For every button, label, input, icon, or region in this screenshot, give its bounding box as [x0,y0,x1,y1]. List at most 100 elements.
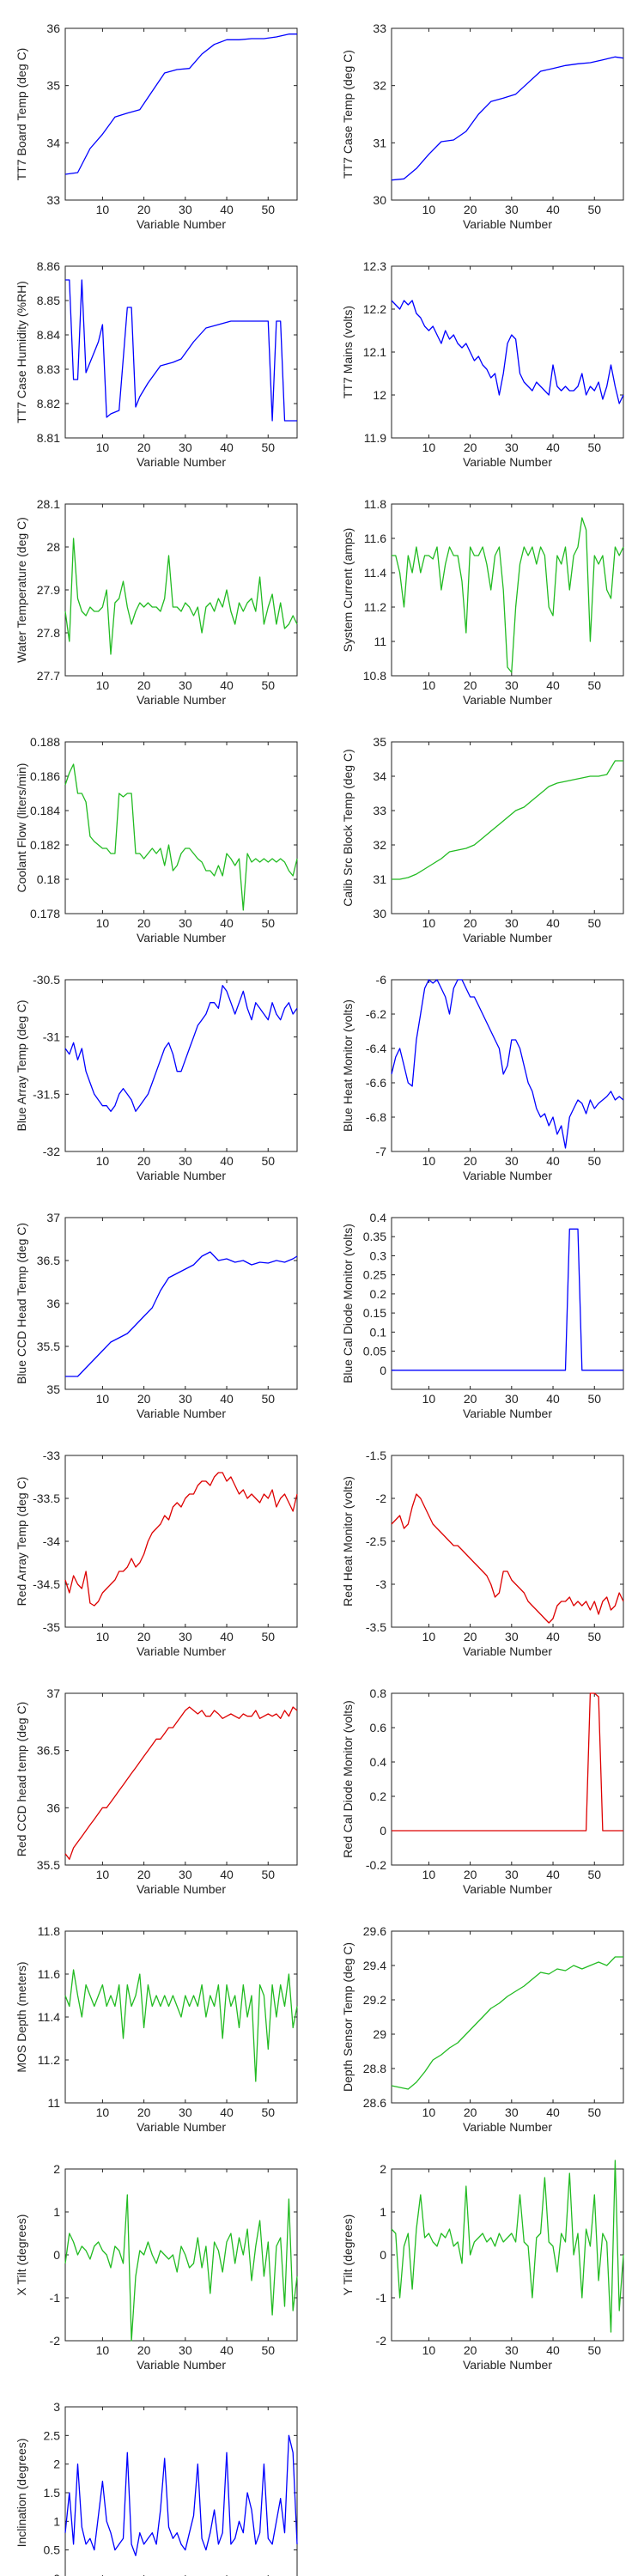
plot-frame [64,1692,298,1866]
y-tick-label: 10.8 [363,669,386,683]
x-axis-label: Variable Number [137,455,226,469]
y-tick-label: 0.178 [30,907,60,920]
y-tick-label: -2 [50,2334,61,2348]
y-tick-label: 33 [373,21,386,35]
subplot-13: 10 20 30 40 50 -35 -34.5 -34 -33.5 -33 Variable Nu… [15,1449,298,1658]
y-tick-label: -3.5 [366,1620,386,1634]
x-axis-label: Variable Number [137,1882,226,1896]
series-line [392,1228,623,1371]
x-tick-label: 10 [422,203,436,216]
y-tick-label: 30 [373,193,386,207]
x-axis-label: Variable Number [463,1882,552,1896]
subplot-6: 10 20 30 40 50 10.8 11 11.2 11.4 11.6 11.8 Variable… [341,497,624,707]
series-line [64,2194,298,2342]
series-line [391,1493,624,1624]
series-line [391,56,624,181]
y-tick-label: 0.05 [363,1345,386,1358]
plot-frame [391,503,624,677]
plot-frame [64,265,298,439]
x-tick-label: 50 [587,1392,601,1406]
x-tick-label: 50 [261,1868,275,1881]
y-tick-label: 29.4 [363,1959,386,1972]
y-tick-label: 8.81 [37,431,60,445]
y-axis-label: Coolant Flow (liters/min) [15,763,28,893]
y-tick-label: -34 [43,1534,60,1548]
x-tick-label: 20 [464,2343,477,2357]
x-tick-label: 50 [261,916,275,930]
x-tick-label: 40 [546,1392,560,1406]
x-tick-label: 10 [96,2105,110,2119]
y-tick-label: 37 [46,1211,60,1224]
x-tick-label: 40 [546,1868,560,1881]
x-tick-label: 50 [261,1630,275,1643]
x-tick-label: 50 [261,203,275,216]
y-tick-label: 1 [380,2205,386,2219]
x-tick-label: 50 [261,678,275,692]
y-tick-label: 35 [46,79,60,93]
y-tick-label: 0.15 [363,1306,386,1320]
x-tick-label: 50 [587,2105,601,2119]
subplot-8: 10 20 30 40 50 30 31 32 33 34 35 Variable Number Cal… [341,735,624,945]
y-tick-label: 2 [380,2162,386,2176]
y-tick-label: -33.5 [33,1492,60,1505]
y-tick-label: 8.84 [37,328,60,342]
y-tick-label: 0.2 [370,1287,387,1301]
y-tick-label: -6.6 [366,1076,386,1090]
series-line [391,1956,623,2090]
x-axis-label: Variable Number [137,1644,226,1658]
y-tick-label: 35.5 [37,1340,60,1353]
y-tick-label: 11.8 [38,1924,60,1938]
y-axis-label: Calib Src Block Temp (deg C) [341,749,355,906]
x-axis-label: Variable Number [463,1406,552,1420]
x-tick-label: 10 [422,1868,436,1881]
x-tick-label: 10 [422,1630,436,1643]
y-tick-label: 36 [46,21,60,35]
x-tick-label: 40 [220,1392,234,1406]
x-tick-label: 20 [137,678,151,692]
x-tick-label: 20 [137,1630,151,1643]
x-tick-label: 10 [96,678,110,692]
x-axis-label: Variable Number [463,455,552,469]
x-tick-label: 10 [96,916,110,930]
subplot-16: 10 20 30 40 50 -0.2 0 0.2 0.4 0.6 0.8 Variable Numb… [341,1686,624,1896]
y-tick-label: -33 [43,1449,60,1462]
y-axis-label: Red Heat Monitor (volts) [341,1476,355,1607]
x-tick-label: 20 [464,1630,477,1643]
y-tick-label: 33 [373,804,386,817]
y-tick-label: 28.8 [363,2062,386,2075]
y-tick-label: 0.25 [363,1268,386,1282]
x-tick-label: 40 [220,2105,234,2119]
x-axis-label: Variable Number [137,2120,226,2134]
y-tick-label: 12 [373,388,386,402]
x-tick-label: 20 [137,203,151,216]
x-tick-label: 40 [220,678,234,692]
y-tick-label: 11.4 [364,566,386,580]
y-axis-label: TT7 Mains (volts) [341,306,355,398]
y-tick-label: 1 [53,2514,60,2528]
plot-frame [391,2168,624,2342]
x-tick-label: 20 [137,2105,151,2119]
y-axis-label: Y Tilt (degrees) [341,2215,355,2296]
y-tick-label: 0.4 [370,1755,387,1769]
x-tick-label: 30 [179,1154,192,1168]
x-tick-label: 40 [546,916,560,930]
x-tick-label: 50 [587,440,601,454]
subplot-3: 10 20 30 40 50 8.81 8.82 8.83 8.84 8.85 8.86 Variab… [15,259,298,469]
x-tick-label: 10 [422,2343,436,2357]
x-tick-label: 50 [587,916,601,930]
subplot-17: 10 20 30 40 50 11 11.2 11.4 11.6 11.8 Variable Num… [15,1924,298,2134]
x-tick-label: 40 [546,1154,560,1168]
x-tick-label: 20 [137,1868,151,1881]
y-tick-label: 1.5 [44,2486,61,2500]
x-tick-label: 40 [220,916,234,930]
x-axis-label: Variable Number [137,931,226,945]
y-tick-label: 1 [53,2205,60,2219]
x-tick-label: 30 [505,916,519,930]
x-tick-label: 10 [96,203,110,216]
y-tick-label: -6 [376,973,387,987]
x-tick-label: 50 [587,1154,601,1168]
x-tick-label: 10 [96,1630,110,1643]
y-tick-label: 0.188 [30,735,60,749]
y-tick-label: -1.5 [366,1449,386,1462]
